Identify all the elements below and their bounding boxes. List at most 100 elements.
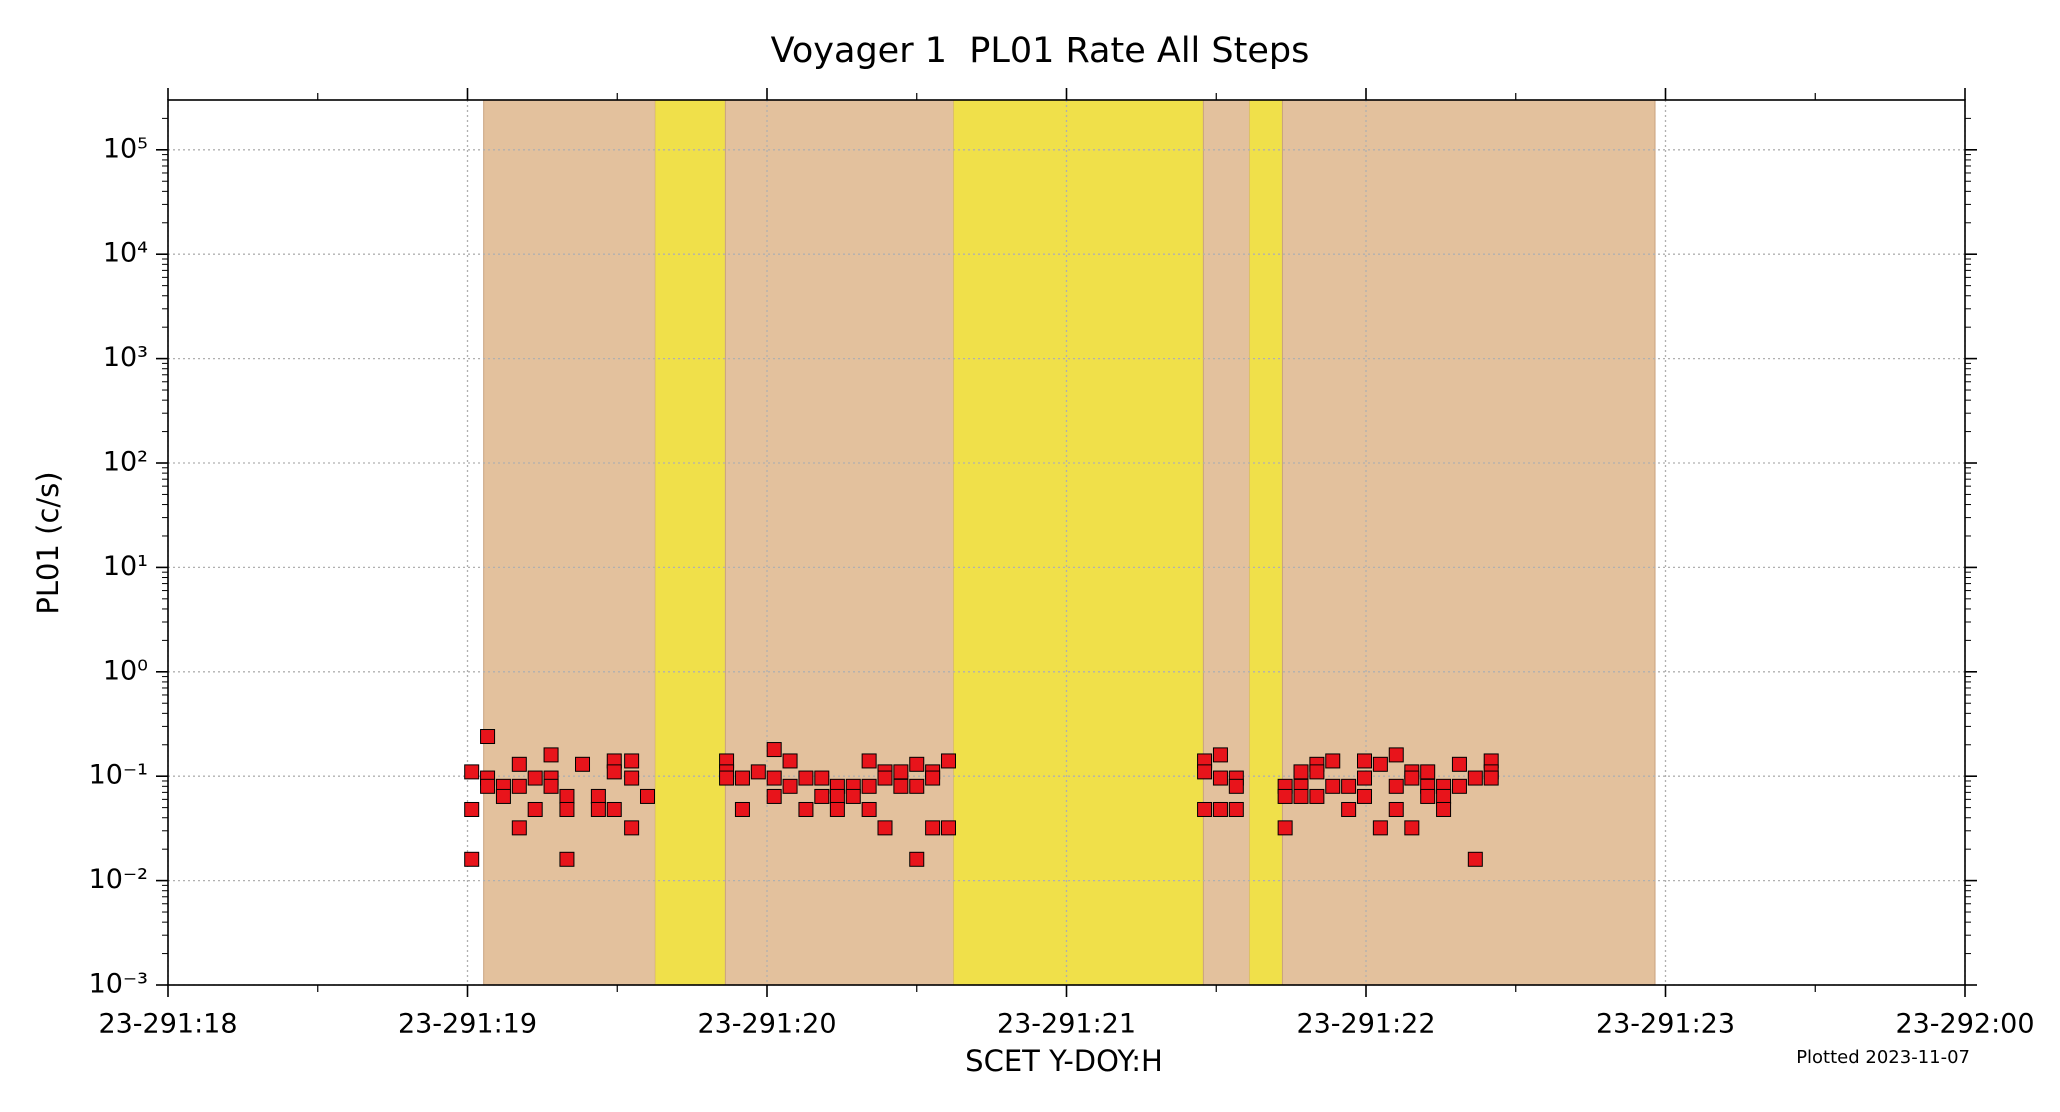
shaded-span <box>1249 100 1283 985</box>
data-point <box>1357 770 1373 786</box>
data-point <box>1372 820 1388 836</box>
data-point <box>1420 764 1436 780</box>
data-point <box>940 820 956 836</box>
y-tick-label: 10⁻¹ <box>89 760 148 791</box>
data-point <box>1212 770 1228 786</box>
x-tick-label: 23-292:00 <box>1895 1009 2034 1040</box>
data-point <box>861 801 877 817</box>
data-point <box>877 770 893 786</box>
y-tick-label: 10⁻³ <box>89 969 148 1000</box>
data-point <box>511 756 527 772</box>
data-point <box>1372 756 1388 772</box>
data-point <box>909 756 925 772</box>
data-point <box>527 801 543 817</box>
data-point <box>543 778 559 794</box>
data-point <box>1325 753 1341 769</box>
data-point <box>925 770 941 786</box>
data-point <box>1309 764 1325 780</box>
shaded-span <box>655 100 726 985</box>
data-point <box>1451 756 1467 772</box>
y-tick-label: 10¹ <box>103 551 148 582</box>
data-point <box>814 770 830 786</box>
data-point <box>639 788 655 804</box>
data-point <box>782 778 798 794</box>
data-point <box>624 770 640 786</box>
x-tick-label: 23-291:20 <box>697 1009 836 1040</box>
data-point <box>575 756 591 772</box>
data-point <box>464 851 480 867</box>
data-point <box>893 764 909 780</box>
data-point <box>1277 820 1293 836</box>
data-point <box>909 778 925 794</box>
data-point <box>624 820 640 836</box>
data-point <box>480 778 496 794</box>
data-point <box>766 742 782 758</box>
shaded-span <box>724 99 955 986</box>
x-axis-label: SCET Y-DOY:H <box>965 1044 1163 1078</box>
y-tick-label: 10⁻² <box>89 864 148 895</box>
x-tick-label: 23-291:22 <box>1296 1009 1435 1040</box>
data-point <box>1388 778 1404 794</box>
plot-date-note: Plotted 2023-11-07 <box>1796 1047 1970 1068</box>
data-point <box>1293 764 1309 780</box>
data-point <box>511 778 527 794</box>
data-point <box>495 788 511 804</box>
chart-title: Voyager 1 PL01 Rate All Steps <box>771 31 1310 71</box>
y-tick-label: 10⁰ <box>103 655 148 686</box>
data-point <box>877 820 893 836</box>
data-point <box>1388 801 1404 817</box>
data-point <box>1467 851 1483 867</box>
data-point <box>464 801 480 817</box>
data-point <box>1341 801 1357 817</box>
data-point <box>1212 801 1228 817</box>
y-tick-label: 10² <box>103 447 148 478</box>
data-point <box>1357 788 1373 804</box>
data-point <box>1309 788 1325 804</box>
data-point <box>559 851 575 867</box>
data-point <box>782 753 798 769</box>
data-point <box>1277 788 1293 804</box>
data-point <box>1293 788 1309 804</box>
data-point <box>766 770 782 786</box>
data-point <box>734 801 750 817</box>
data-point <box>1197 764 1213 780</box>
data-point <box>464 764 480 780</box>
data-point <box>1325 778 1341 794</box>
data-point <box>480 729 496 745</box>
data-point <box>1357 753 1373 769</box>
data-point <box>1420 788 1436 804</box>
data-point <box>559 788 575 804</box>
shaded-span <box>1202 99 1250 986</box>
data-point <box>590 801 606 817</box>
data-point <box>1388 747 1404 763</box>
data-point <box>1436 801 1452 817</box>
y-tick-label: 10³ <box>103 342 148 373</box>
data-point <box>1467 770 1483 786</box>
y-tick-label: 10⁵ <box>103 133 148 164</box>
data-point <box>543 747 559 763</box>
data-point <box>1436 788 1452 804</box>
shaded-span <box>953 100 1204 985</box>
data-point <box>734 770 750 786</box>
y-tick-label: 10⁴ <box>103 238 148 269</box>
x-tick-label: 23-291:18 <box>98 1009 237 1040</box>
x-tick-label: 23-291:21 <box>997 1009 1136 1040</box>
data-point <box>511 820 527 836</box>
data-point <box>719 770 735 786</box>
data-point <box>1404 820 1420 836</box>
data-point <box>829 788 845 804</box>
data-point <box>909 851 925 867</box>
data-point <box>1483 770 1499 786</box>
data-point <box>624 753 640 769</box>
shaded-span <box>483 99 656 986</box>
data-point <box>559 801 575 817</box>
data-point <box>893 778 909 794</box>
data-point <box>590 788 606 804</box>
data-point <box>1228 778 1244 794</box>
data-point <box>1197 801 1213 817</box>
data-point <box>798 801 814 817</box>
data-point <box>925 820 941 836</box>
data-point <box>861 778 877 794</box>
